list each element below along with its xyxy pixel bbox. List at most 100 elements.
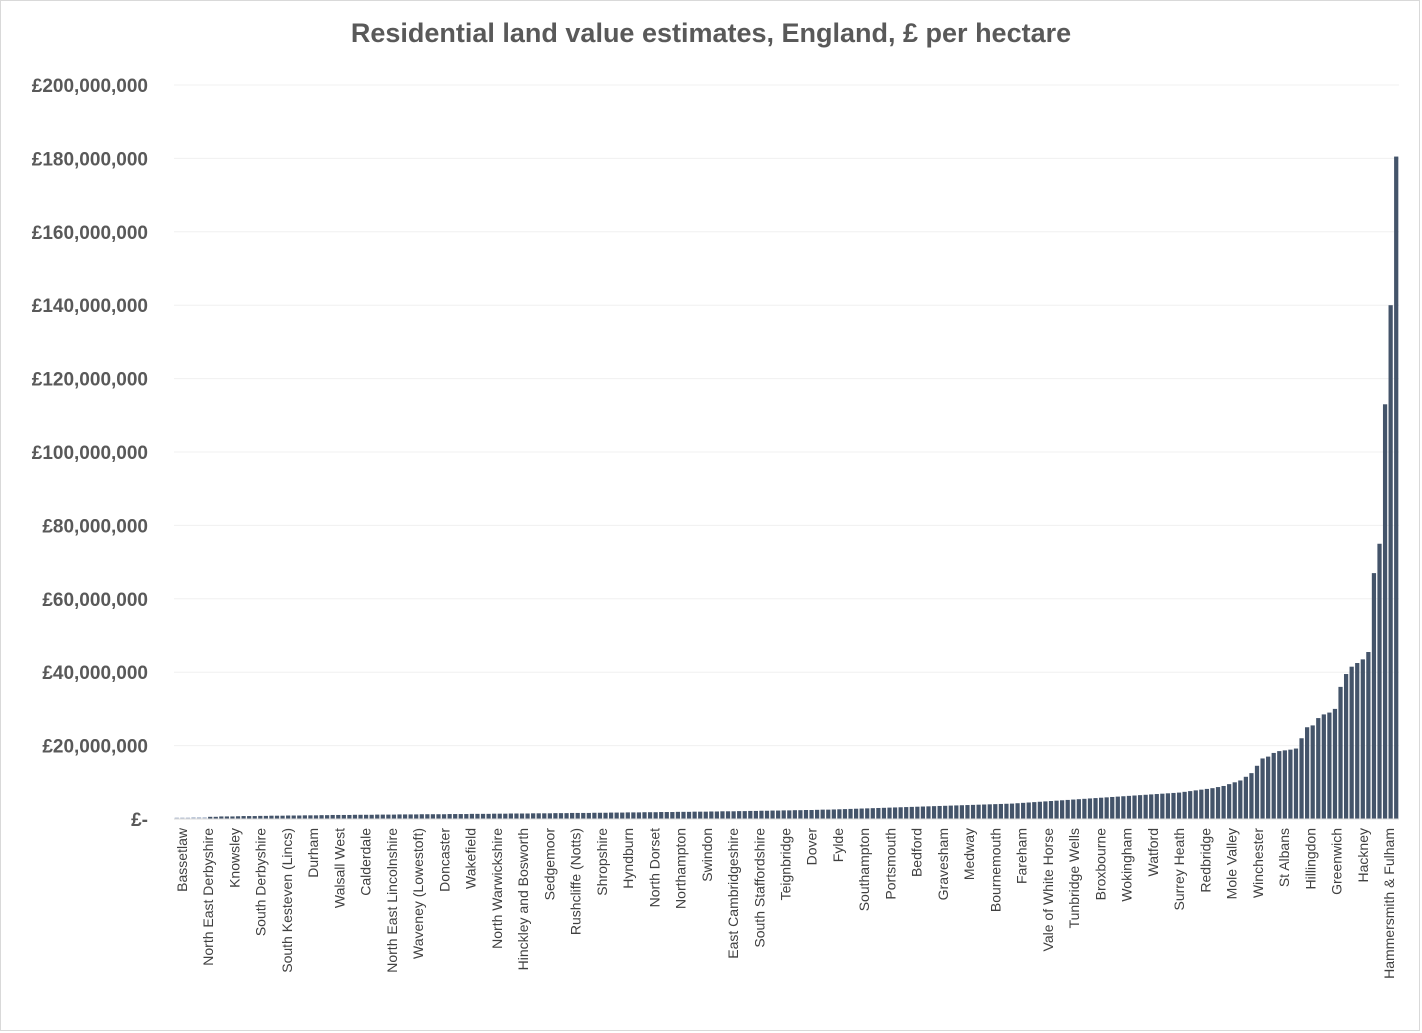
bar: [447, 814, 452, 819]
bar: [380, 814, 385, 819]
bar: [937, 805, 942, 819]
bar: [820, 809, 825, 819]
bar: [742, 811, 747, 819]
gridlines: [174, 84, 1399, 747]
bar: [1171, 792, 1176, 819]
bar: [180, 817, 185, 819]
x-tick-label: Hyndburn: [620, 828, 636, 889]
x-tick-label: Watford: [1145, 828, 1161, 877]
bar: [358, 814, 363, 819]
bar: [870, 808, 875, 819]
bar: [525, 813, 530, 819]
bar: [909, 806, 914, 819]
bar: [436, 814, 441, 819]
bar: [943, 805, 948, 819]
bar: [1332, 708, 1338, 819]
bar: [1355, 663, 1360, 819]
bar: [430, 814, 436, 819]
x-tick-label: Hinckley and Bosworth: [515, 828, 531, 970]
bar: [503, 813, 508, 819]
x-tick-label: Redbridge: [1197, 828, 1213, 893]
y-tick-label: £60,000,000: [42, 590, 148, 611]
bar: [803, 810, 809, 819]
x-tick-label: Mole Valley: [1224, 828, 1240, 899]
y-tick-label: £160,000,000: [32, 223, 148, 244]
bar: [1360, 659, 1365, 819]
x-tick-label: Tunbridge Wells: [1066, 828, 1082, 928]
bar: [391, 814, 397, 819]
bar: [386, 814, 391, 819]
bar: [1277, 751, 1282, 819]
x-tick-label: Portsmouth: [883, 828, 899, 900]
bar: [1221, 785, 1226, 819]
bar: [547, 813, 552, 819]
bar: [269, 815, 274, 819]
x-tick-label: Hackney: [1355, 828, 1371, 882]
bar: [325, 815, 330, 819]
x-tick-label: Broxbourne: [1092, 828, 1108, 901]
bar: [647, 812, 653, 819]
bar: [1210, 788, 1215, 819]
bar: [1098, 797, 1104, 819]
bar: [425, 814, 430, 819]
bar: [1182, 791, 1187, 819]
bar: [1282, 750, 1287, 819]
bar: [642, 812, 647, 819]
bar: [274, 815, 280, 819]
bar: [263, 815, 268, 819]
bar: [1243, 776, 1248, 819]
bar: [920, 806, 926, 819]
bar: [1327, 712, 1332, 819]
bar: [653, 812, 658, 819]
bar: [230, 816, 235, 819]
x-tick-label: Medway: [961, 828, 977, 880]
bar: [998, 803, 1003, 819]
y-tick-label: £40,000,000: [42, 663, 148, 684]
x-tick-label: North Warwickshire: [489, 828, 505, 949]
bar: [252, 816, 257, 819]
bar: [202, 817, 207, 819]
bar: [458, 814, 463, 819]
bar: [1149, 794, 1154, 819]
bar: [291, 815, 296, 819]
bar: [764, 810, 770, 819]
bar: [809, 810, 814, 819]
bar: [1232, 782, 1237, 819]
bar: [1054, 800, 1059, 819]
bar: [1266, 756, 1271, 819]
x-tick-label: South Staffordshire: [751, 828, 767, 948]
x-tick-label: Wokingham: [1119, 828, 1135, 902]
bar: [475, 813, 480, 819]
bar: [1015, 803, 1020, 819]
bar: [1082, 798, 1087, 819]
bar: [931, 806, 937, 819]
x-tick-label: Walsall West: [331, 828, 347, 908]
bar: [369, 814, 374, 819]
bar: [1316, 718, 1321, 819]
bar: [887, 807, 892, 819]
bar: [330, 814, 335, 819]
bar: [308, 815, 313, 819]
x-tick-label: St Albans: [1276, 828, 1292, 887]
bar: [586, 812, 591, 819]
bar: [213, 816, 218, 819]
y-tick-label: £140,000,000: [32, 296, 148, 317]
x-tick-label: Hammersmith & Fulham: [1381, 828, 1397, 979]
x-tick-label: Bedford: [909, 828, 925, 877]
y-tick-label: £-: [131, 810, 148, 831]
bar: [993, 804, 998, 819]
bar: [603, 812, 608, 819]
bar: [558, 813, 564, 819]
x-tick-label: Fareham: [1014, 828, 1030, 884]
bar: [441, 814, 447, 819]
bar: [492, 813, 497, 819]
bar: [235, 816, 241, 819]
bar: [363, 814, 369, 819]
y-tick-label: £200,000,000: [32, 76, 148, 97]
bar: [865, 808, 870, 819]
x-tick-label: Dover: [804, 828, 820, 866]
x-tick-label: Rushcliffe (Notts): [568, 828, 584, 935]
y-tick-label: £120,000,000: [32, 370, 148, 391]
bar: [1126, 795, 1132, 819]
